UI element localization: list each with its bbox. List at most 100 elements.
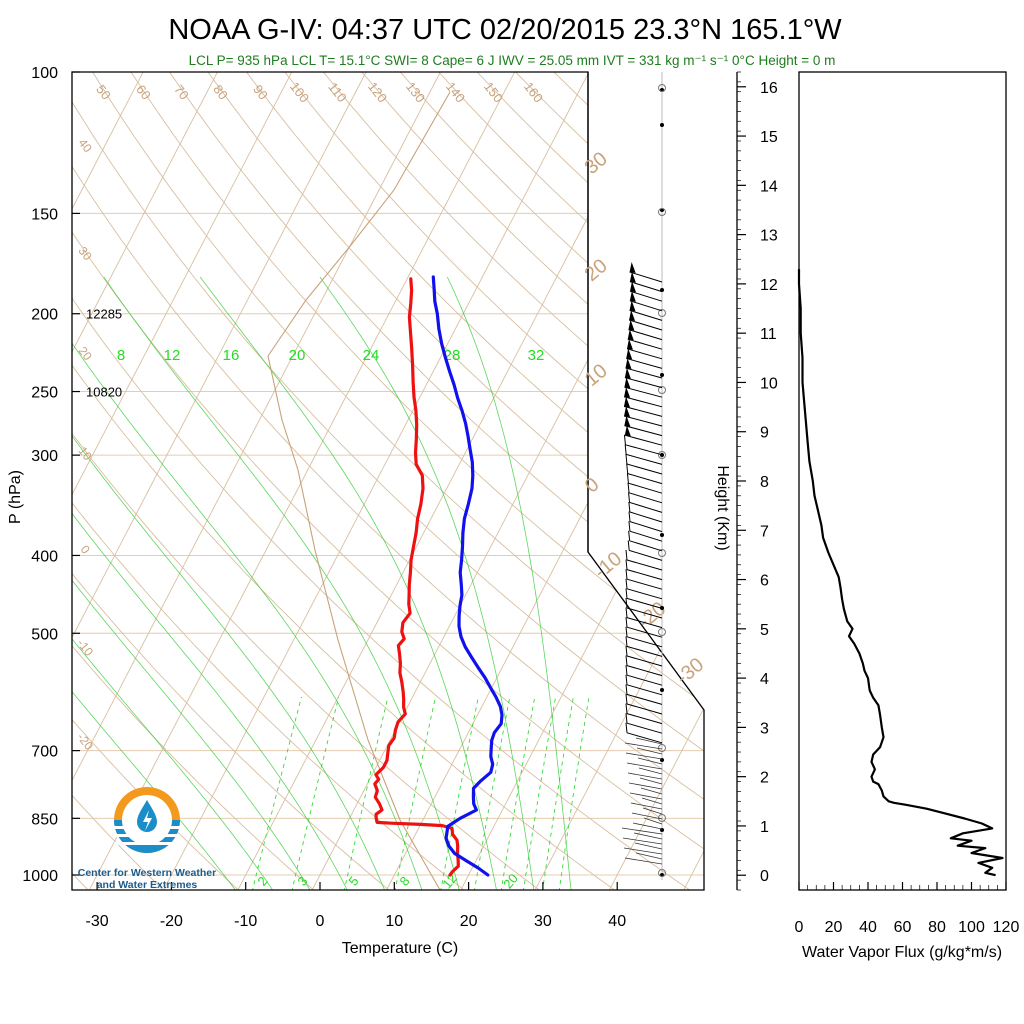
wind-barb xyxy=(626,569,663,581)
dewpoint-profile-line xyxy=(431,275,504,877)
wind-barb xyxy=(626,713,663,725)
logo-text-line2: and Water Extremes xyxy=(97,879,198,891)
isotherm-line xyxy=(310,72,704,890)
moist-adiabat-label: -10 xyxy=(590,548,626,583)
wind-pennant xyxy=(624,425,631,437)
wind-barb xyxy=(629,300,663,312)
dry-adiabat-line xyxy=(72,72,693,890)
mixing-ratio-label: 16 xyxy=(223,347,240,364)
x-tick-label: 40 xyxy=(608,913,626,930)
wind-barb xyxy=(623,847,663,855)
isotherm-line xyxy=(72,72,441,890)
y-axis-label: P (hPa) xyxy=(7,470,24,524)
wind-pennant xyxy=(629,290,636,302)
wind-pennant xyxy=(624,415,631,427)
wind-pennant xyxy=(626,338,633,350)
moist-adiabat-label: 30 xyxy=(581,148,612,179)
wind-barb xyxy=(628,482,663,494)
wind-barb xyxy=(627,338,663,350)
wind-calm-circle xyxy=(658,869,666,877)
wind-barb xyxy=(629,521,663,533)
wind-feather xyxy=(625,645,628,657)
x-tick-label: 10 xyxy=(385,913,403,930)
mixing-ratio-line xyxy=(522,696,557,890)
wind-barb xyxy=(626,732,663,744)
wind-barb xyxy=(629,290,663,302)
chart-subtitle: LCL P= 935 hPa LCL T= 15.1°C SWI= 8 Cape… xyxy=(189,53,836,68)
height-tick-label: 6 xyxy=(760,573,769,590)
y-tick-label: 250 xyxy=(31,385,58,402)
wind-barb xyxy=(630,802,663,810)
wind-barb xyxy=(624,742,663,750)
dry-adiabat-line xyxy=(72,72,241,890)
isotherm-line xyxy=(533,72,704,890)
moist-adiabat-line xyxy=(446,276,572,890)
mixing-ratio-line xyxy=(394,696,436,890)
wind-barb xyxy=(626,607,663,619)
mixing-ratio-label: 24 xyxy=(363,347,380,364)
wind-pennant xyxy=(624,406,631,417)
wind-barb xyxy=(623,405,663,417)
wind-feather xyxy=(627,540,630,551)
wvf-x-tick-label: 100 xyxy=(958,919,985,936)
wind-calm-circle xyxy=(658,208,666,216)
dry-adiabat-label: 40 xyxy=(76,136,95,155)
wind-barb xyxy=(626,453,663,465)
height-tick-label: 14 xyxy=(760,178,778,195)
moist-adiabat-label: -30 xyxy=(672,654,708,689)
wind-barb xyxy=(626,559,663,571)
wind-pennant xyxy=(627,329,634,341)
wind-barb xyxy=(626,636,663,648)
height-tick-label: 7 xyxy=(760,523,769,540)
moist-adiabat-line xyxy=(72,430,238,890)
wind-barb xyxy=(627,772,663,780)
wind-barb xyxy=(624,425,663,437)
skewt-line-labels: 50 60 70 80 90 100 110 120 130 140 150 160403020100… xyxy=(74,79,708,891)
wind-barb xyxy=(628,319,663,331)
x-axis-label: Temperature (C) xyxy=(342,940,458,957)
wind-barb xyxy=(626,722,663,734)
dry-adiabat-label: 10 xyxy=(76,444,95,463)
dry-adiabat-line xyxy=(72,72,467,890)
wind-pennant xyxy=(625,358,632,369)
wind-barb xyxy=(627,473,663,485)
moist-adiabat-label: 20 xyxy=(581,255,612,286)
skewt-profiles xyxy=(373,275,504,877)
isotherm-line xyxy=(72,72,293,890)
wind-barb xyxy=(625,367,663,379)
wind-barb xyxy=(629,309,663,321)
wind-pennant xyxy=(628,319,635,331)
wind-pennant xyxy=(629,300,636,312)
cw3e-logo: Center for Western Weather and Water Ext… xyxy=(78,787,216,891)
wind-barb xyxy=(629,501,663,513)
wind-barb xyxy=(625,752,663,760)
isotherm-line xyxy=(607,72,704,890)
wvf-x-tick-label: 0 xyxy=(795,919,804,936)
mixing-ratio-label: 5 xyxy=(345,874,361,889)
y-tick-label: 300 xyxy=(31,448,58,465)
wvf-x-tick-label: 80 xyxy=(928,919,946,936)
wind-barb xyxy=(626,693,663,705)
isotherm-line xyxy=(87,72,516,890)
height-tick-label: 4 xyxy=(760,671,769,688)
wind-barb-column xyxy=(621,72,666,880)
wvf-x-tick-label: 120 xyxy=(993,919,1020,936)
wind-barb xyxy=(622,837,663,845)
logo-text-line1: Center for Western Weather xyxy=(78,867,216,879)
dry-adiabat-line xyxy=(72,72,317,890)
moist-adiabat-line xyxy=(72,362,312,890)
y-tick-label: 1000 xyxy=(22,868,58,885)
isotherm-line xyxy=(459,72,704,890)
wind-feather xyxy=(626,473,629,484)
dry-adiabat-line xyxy=(72,72,166,890)
wind-calm-circle xyxy=(658,744,666,752)
wind-barb xyxy=(624,857,663,865)
height-tick-label: 0 xyxy=(760,868,769,885)
wind-feather xyxy=(625,617,628,628)
wind-barb xyxy=(628,782,663,790)
dry-adiabat-label: -20 xyxy=(74,730,96,753)
wind-barb xyxy=(626,626,663,638)
height-tick-label: 11 xyxy=(760,326,777,343)
wind-barb xyxy=(623,415,663,427)
